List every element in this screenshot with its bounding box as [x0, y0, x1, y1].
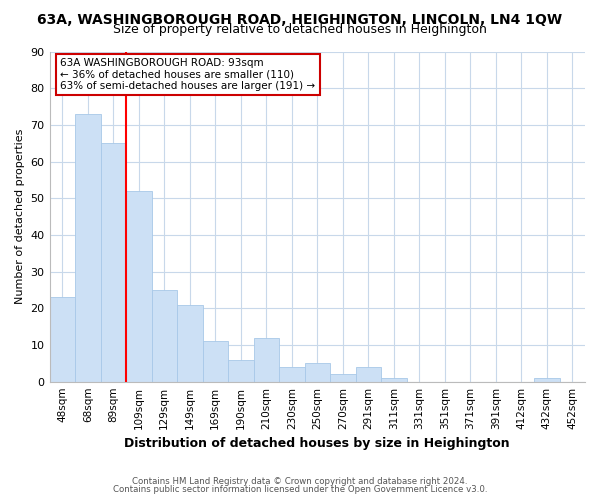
X-axis label: Distribution of detached houses by size in Heighington: Distribution of detached houses by size … — [124, 437, 510, 450]
Bar — [356, 367, 381, 382]
Text: Contains HM Land Registry data © Crown copyright and database right 2024.: Contains HM Land Registry data © Crown c… — [132, 477, 468, 486]
Bar — [534, 378, 560, 382]
Text: Contains public sector information licensed under the Open Government Licence v3: Contains public sector information licen… — [113, 485, 487, 494]
Bar — [254, 338, 279, 382]
Text: Size of property relative to detached houses in Heighington: Size of property relative to detached ho… — [113, 24, 487, 36]
Bar — [228, 360, 254, 382]
Bar — [381, 378, 407, 382]
Bar — [152, 290, 177, 382]
Bar — [330, 374, 356, 382]
Y-axis label: Number of detached properties: Number of detached properties — [15, 129, 25, 304]
Text: 63A, WASHINGBOROUGH ROAD, HEIGHINGTON, LINCOLN, LN4 1QW: 63A, WASHINGBOROUGH ROAD, HEIGHINGTON, L… — [37, 12, 563, 26]
Bar — [279, 367, 305, 382]
Bar — [75, 114, 101, 382]
Bar — [50, 298, 75, 382]
Bar — [203, 342, 228, 382]
Bar — [101, 143, 126, 382]
Bar — [305, 364, 330, 382]
Bar — [177, 304, 203, 382]
Bar — [126, 191, 152, 382]
Text: 63A WASHINGBOROUGH ROAD: 93sqm
← 36% of detached houses are smaller (110)
63% of: 63A WASHINGBOROUGH ROAD: 93sqm ← 36% of … — [60, 58, 316, 92]
